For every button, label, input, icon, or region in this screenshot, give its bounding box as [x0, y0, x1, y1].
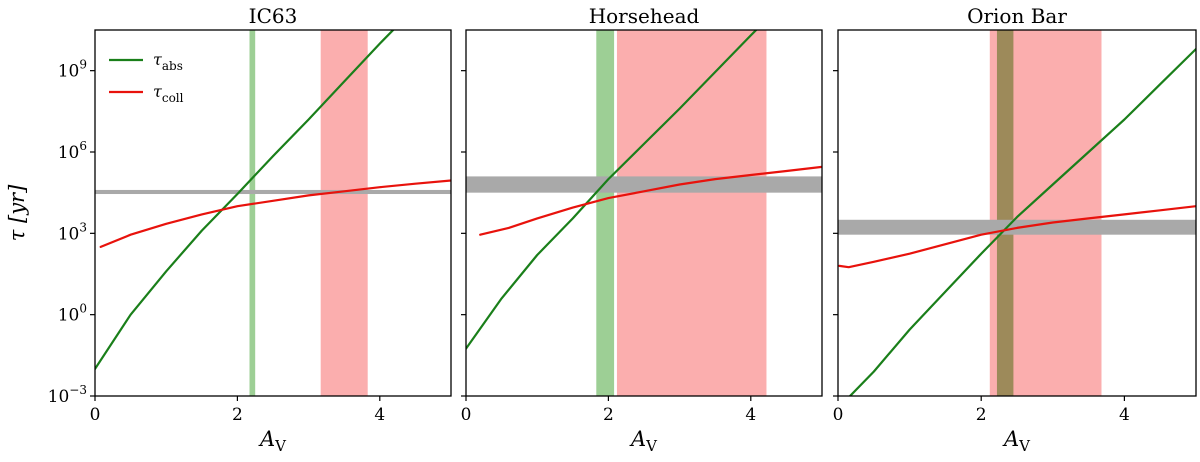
tau-abs-line	[95, 30, 395, 370]
x-tick-label: 4	[1119, 405, 1130, 425]
plot-frame	[837, 29, 1197, 397]
ticks: 0 2 4	[833, 70, 1130, 425]
x-tick-label: 2	[976, 405, 987, 425]
tau-abs-line	[466, 30, 758, 350]
x-tick-label: 4	[374, 405, 385, 425]
x-axis-label: AV	[629, 427, 658, 455]
x-tick-label: 4	[745, 405, 756, 425]
vertical-band-1	[616, 30, 767, 396]
x-tick-label: 0	[461, 405, 472, 425]
legend: τabs τcoll	[109, 50, 184, 105]
plot-frame	[94, 29, 452, 397]
panel-horsehead: 0 2 4 Horsehead AV	[461, 4, 823, 455]
ticks: 0 2 4 10−3 100 103 106 109	[48, 58, 386, 425]
y-tick-label: 10−3	[48, 383, 87, 407]
legend-label: τcoll	[153, 82, 184, 105]
y-axis-label: τ [yr]	[5, 184, 29, 241]
horizontal-band-2	[95, 189, 451, 195]
vertical-band-1	[996, 30, 1014, 396]
x-tick-label: 0	[90, 405, 101, 425]
vertical-band-0	[249, 30, 256, 396]
lines	[95, 30, 451, 370]
ticks: 0 2 4	[461, 70, 756, 425]
tau-coll-line	[838, 205, 1196, 269]
panel-title: IC63	[249, 4, 298, 28]
bands	[838, 30, 1196, 396]
x-tick-label: 2	[232, 405, 243, 425]
vertical-band-1	[320, 30, 368, 396]
tau-abs-line	[848, 47, 1196, 396]
y-tick-label: 103	[58, 220, 87, 244]
tau-coll-line	[479, 165, 822, 236]
y-tick-label: 106	[58, 139, 87, 163]
panel-title: Horsehead	[589, 4, 700, 28]
x-tick-label: 0	[833, 405, 844, 425]
legend-label: τabs	[153, 50, 183, 73]
lines	[466, 30, 822, 350]
panel-orion-bar: 0 2 4 Orion Bar AV	[833, 4, 1197, 455]
x-axis-label: AV	[258, 427, 287, 455]
panel-title: Orion Bar	[967, 4, 1067, 28]
y-tick-label: 100	[58, 302, 87, 326]
bands	[95, 30, 451, 396]
vertical-band-0	[596, 30, 615, 396]
y-tick-label: 109	[58, 58, 87, 82]
x-tick-label: 2	[603, 405, 614, 425]
horizontal-band-2	[466, 176, 822, 193]
lines	[838, 47, 1196, 396]
plot-frame	[465, 29, 823, 397]
bands	[466, 30, 822, 396]
x-axis-label: AV	[1002, 427, 1031, 455]
tau-coll-line	[99, 179, 451, 248]
